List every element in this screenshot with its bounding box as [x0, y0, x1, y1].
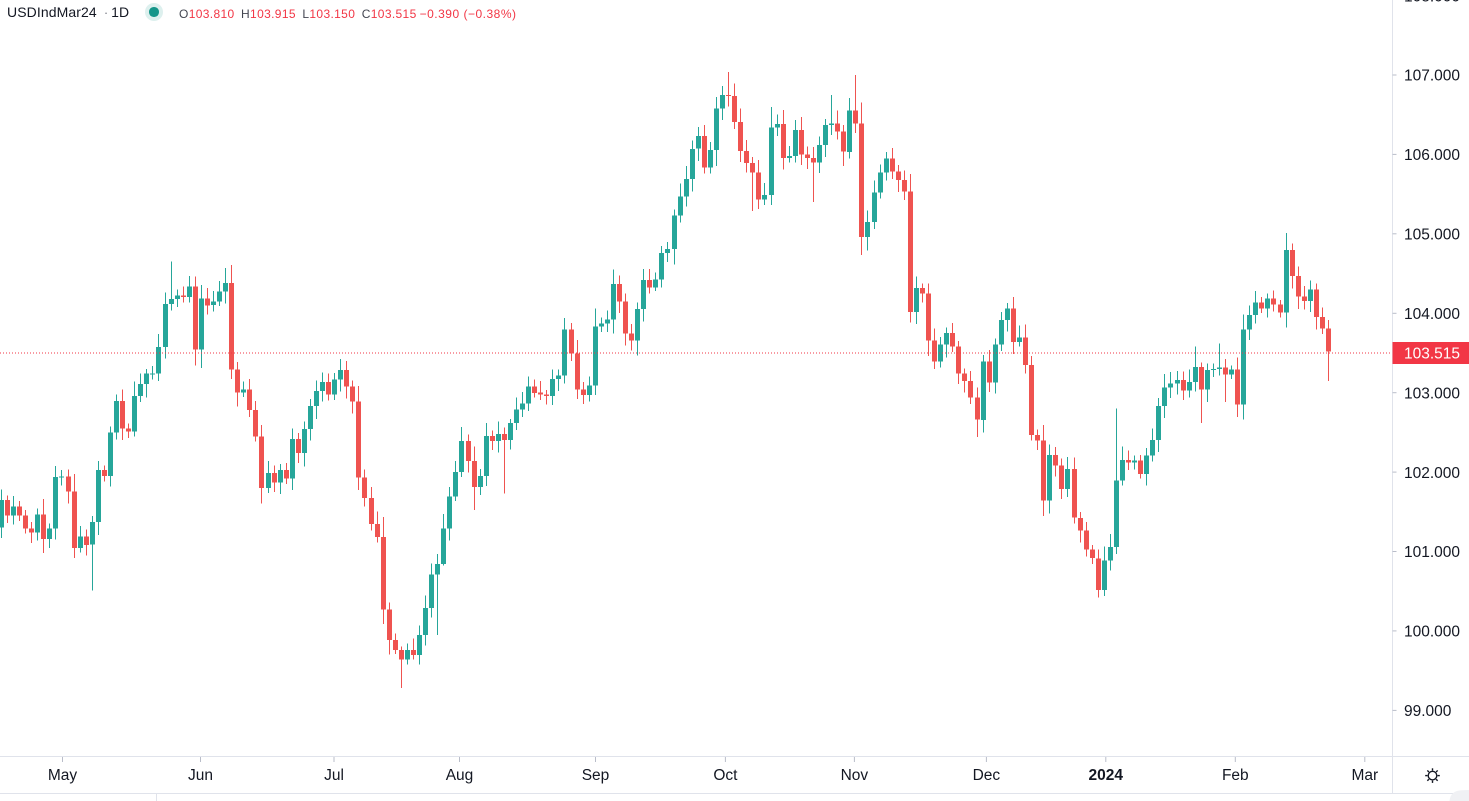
svg-text:Jun: Jun: [188, 767, 213, 784]
svg-text:Feb: Feb: [1222, 767, 1249, 784]
svg-text:107.000: 107.000: [1404, 68, 1460, 85]
svg-text:Dec: Dec: [973, 767, 1001, 784]
svg-text:May: May: [48, 767, 78, 784]
svg-text:99.000: 99.000: [1404, 703, 1452, 720]
svg-text:101.000: 101.000: [1404, 544, 1460, 561]
svg-text:Oct: Oct: [713, 767, 738, 784]
svg-text:106.000: 106.000: [1404, 147, 1460, 164]
svg-text:Nov: Nov: [841, 767, 869, 784]
svg-text:108.000: 108.000: [1404, 0, 1460, 5]
svg-text:Sep: Sep: [582, 767, 610, 784]
svg-text:103.515: 103.515: [1404, 346, 1460, 363]
svg-text:104.000: 104.000: [1404, 306, 1460, 323]
svg-text:102.000: 102.000: [1404, 465, 1460, 482]
svg-text:Mar: Mar: [1351, 767, 1378, 784]
svg-text:2024: 2024: [1089, 767, 1124, 784]
svg-text:Aug: Aug: [446, 767, 474, 784]
svg-text:Jul: Jul: [324, 767, 344, 784]
svg-text:103.000: 103.000: [1404, 385, 1460, 402]
svg-text:100.000: 100.000: [1404, 624, 1460, 641]
svg-text:105.000: 105.000: [1404, 227, 1460, 244]
